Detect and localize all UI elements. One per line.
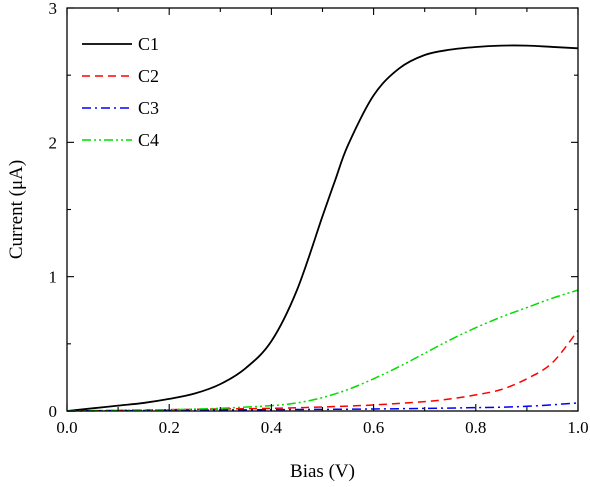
y-tick-label: 3 [49,0,58,18]
series-line-c4 [66,289,579,412]
x-tick-label: 0.2 [159,418,180,437]
legend: C1 C2 C3 C4 [82,34,159,150]
legend-label-c4: C4 [138,130,159,150]
series-line-c2 [66,329,579,412]
ticks-layer: 0.0 0.2 0.4 0.6 0.8 1.0 0 1 2 3 [49,0,589,437]
legend-label-c2: C2 [138,66,159,86]
legend-label-c3: C3 [138,98,159,118]
x-tick-label: 0.8 [465,418,486,437]
y-axis-title: Current (μA) [6,160,27,259]
x-tick-label: 0.6 [363,418,384,437]
x-tick-label: 1.0 [567,418,588,437]
x-axis-title: Bias (V) [290,461,355,482]
x-tick-label: 0.4 [261,418,283,437]
x-tick-label: 0.0 [56,418,77,437]
y-tick-label: 1 [49,268,58,287]
y-tick-label: 0 [49,402,58,421]
legend-label-c1: C1 [138,34,159,54]
y-tick-label: 2 [49,133,58,152]
series-line-c1 [66,44,579,412]
